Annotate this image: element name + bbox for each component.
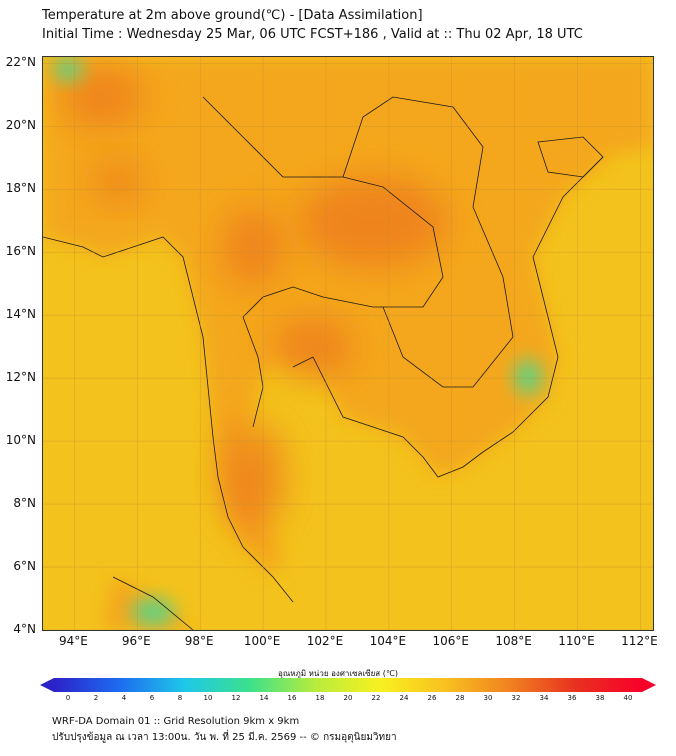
colorbar-tick-label: 40 <box>623 694 633 702</box>
lon-tick-label: 98°E <box>184 634 214 648</box>
lat-tick-label: 16°N <box>5 244 36 259</box>
lon-tick-label: 94°E <box>59 634 88 648</box>
boundary-cambodia <box>382 306 514 388</box>
colorbar-tick-label: 2 <box>93 694 99 702</box>
lat-tick-label: 6°N <box>13 559 36 574</box>
colorbar <box>40 678 656 692</box>
lon-tick-label: 106°E <box>432 634 470 648</box>
footer-domain: WRF-DA Domain 01 :: Grid Resolution 9km … <box>52 716 300 727</box>
lat-tick-label: 4°N <box>13 622 36 636</box>
boundary-sumatra <box>112 576 194 630</box>
boundary-thailand-north <box>202 96 444 318</box>
colorbar-tick-label: 30 <box>483 694 493 702</box>
colorbar-tick-label: 38 <box>595 694 605 702</box>
hotspot-central <box>273 317 353 377</box>
lat-tick-label: 18°N <box>5 181 36 196</box>
lon-tick-label: 96°E <box>121 634 151 648</box>
lon-tick-label: 108°E <box>495 634 532 648</box>
lon-tick-label: 112°E <box>621 634 658 648</box>
hotspot-myanmar <box>93 162 143 202</box>
temperature-field <box>43 57 653 630</box>
colorbar-tick-label: 0 <box>65 694 71 702</box>
hotspot-northwest <box>63 67 143 127</box>
lon-tick-label: 100°E <box>243 634 281 648</box>
colorbar-tick-label: 20 <box>343 694 353 702</box>
colorbar-gradient <box>54 678 642 692</box>
colorbar-tick-label: 18 <box>315 694 325 702</box>
lat-tick-label: 10°N <box>5 433 36 448</box>
hotspot-west <box>223 207 283 287</box>
colorbar-tick-label: 4 <box>121 694 127 702</box>
country-boundaries <box>43 96 604 630</box>
colorbar-tick-label: 6 <box>149 694 155 702</box>
colorbar-tick-label: 36 <box>567 694 577 702</box>
map-title: Temperature at 2m above ground(℃) - [Dat… <box>42 8 423 23</box>
map-canvas <box>43 57 653 630</box>
hotspot-northeast <box>298 177 448 267</box>
colorbar-tick-label: 14 <box>259 694 269 702</box>
hotspot-south <box>223 422 283 532</box>
coolspot-sumatra <box>131 598 175 626</box>
land-mainland <box>43 57 653 577</box>
colorbar-tick-label: 8 <box>177 694 183 702</box>
colorbar-tick-label: 32 <box>511 694 521 702</box>
coolspot-vietnam <box>514 359 542 395</box>
gridlines <box>43 57 653 630</box>
map-subtitle: Initial Time : Wednesday 25 Mar, 06 UTC … <box>42 27 583 42</box>
colorbar-tick-label: 16 <box>287 694 297 702</box>
colorbar-tick-label: 12 <box>231 694 241 702</box>
boundary-coast-east <box>292 156 604 478</box>
temperature-map <box>42 56 654 631</box>
lat-tick-label: 12°N <box>5 370 36 385</box>
colorbar-tick-label: 24 <box>399 694 409 702</box>
colorbar-tick-label: 34 <box>539 694 549 702</box>
boundary-peninsula <box>242 316 264 428</box>
boundary-laos <box>342 96 514 338</box>
lat-tick-label: 22°N <box>5 55 36 70</box>
lon-tick-label: 110°E <box>558 634 595 648</box>
colorbar-tick-label: 28 <box>455 694 465 702</box>
lat-tick-label: 14°N <box>5 307 36 322</box>
colorbar-max-arrow <box>642 678 656 692</box>
footer-update: ปรับปรุงข้อมูล ณ เวลา 13:00น. วัน พ. ที่… <box>52 732 397 743</box>
land-hainan <box>538 137 603 177</box>
boundary-coast-west <box>43 236 294 603</box>
boundary-hainan <box>537 136 604 178</box>
colorbar-tick-label: 10 <box>203 694 213 702</box>
coolspot-topleft <box>53 57 83 81</box>
lat-tick-label: 8°N <box>13 496 36 511</box>
colorbar-tick-label: 22 <box>371 694 381 702</box>
colorbar-min-arrow <box>40 678 54 692</box>
lon-tick-label: 102°E <box>306 634 344 648</box>
lon-tick-label: 104°E <box>369 634 407 648</box>
colorbar-tick-label: 26 <box>427 694 437 702</box>
colorbar-title: อุณหภูมิ หน่วย องศาเซลเซียส (℃) <box>278 669 398 678</box>
lat-tick-label: 20°N <box>5 118 36 133</box>
